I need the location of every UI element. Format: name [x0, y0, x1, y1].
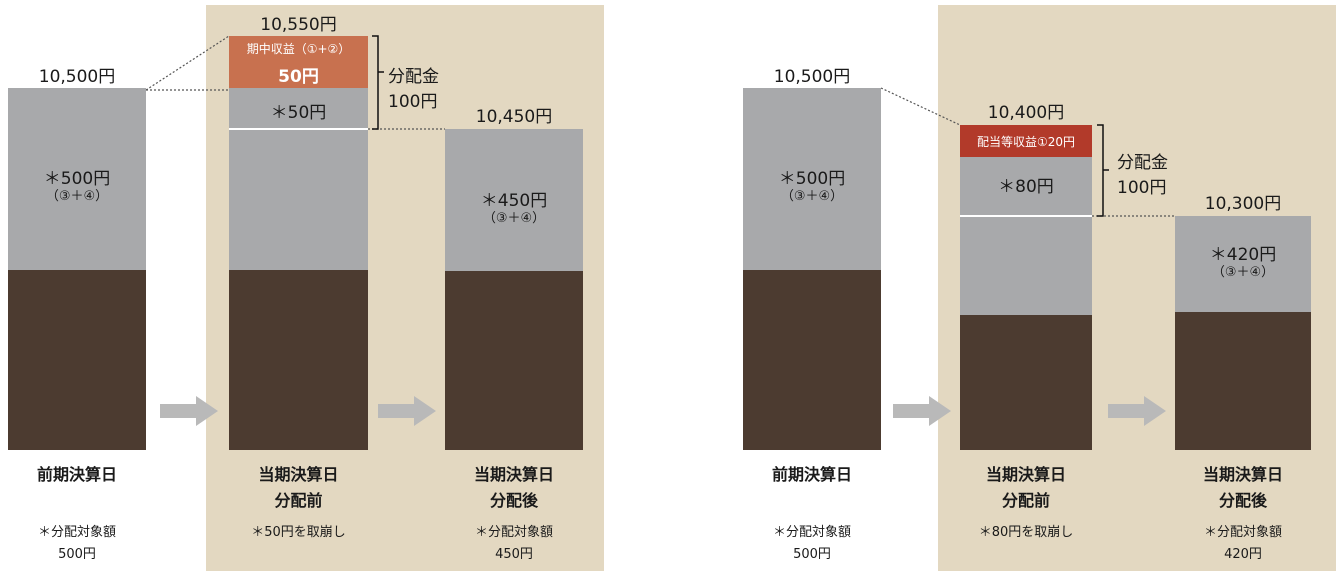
right-before-note: ＊80円を取崩し — [978, 525, 1074, 540]
right-prev-note-1: ＊分配対象額 — [772, 525, 851, 540]
right-before-total: 10,400円 — [987, 103, 1065, 123]
right-prev-gray-value: ＊500円 — [778, 169, 846, 189]
right-before-divider — [960, 215, 1092, 217]
right-after-total: 10,300円 — [1204, 194, 1282, 214]
right-after-caption-2: 分配後 — [1218, 491, 1267, 510]
right-before-caption-2: 分配前 — [1001, 491, 1050, 510]
left-prev-gray-sub: （③＋④） — [45, 189, 109, 204]
left-after-caption-1: 当期決算日 — [473, 465, 554, 484]
left-before-gray-value: ＊50円 — [270, 103, 327, 123]
left-prev-caption: 前期決算日 — [36, 465, 117, 484]
right-prev-caption: 前期決算日 — [771, 465, 852, 484]
right-dividend-bracket — [1097, 124, 1104, 217]
left-before-caption-2: 分配前 — [274, 491, 323, 510]
left-prev-total: 10,500円 — [38, 67, 116, 87]
left-before-divider — [229, 128, 368, 130]
left-prev-note-1: ＊分配対象額 — [37, 525, 116, 540]
right-income-label: 配当等収益①20円 — [976, 135, 1076, 149]
right-after-note-2: 420円 — [1224, 547, 1262, 562]
left-income-label: 期中収益（①+②） — [246, 42, 351, 56]
left-period-income-segment — [229, 36, 368, 88]
right-prev-note-2: 500円 — [793, 547, 831, 562]
right-after-gray-value: ＊420円 — [1209, 245, 1277, 265]
right-dividend-amount: 100円 — [1117, 178, 1167, 198]
left-after-gray-sub: （③＋④） — [482, 211, 546, 226]
left-prev-base-segment — [8, 270, 146, 450]
right-after-gray-sub: （③＋④） — [1211, 265, 1275, 280]
left-prev-note-2: 500円 — [58, 547, 96, 562]
left-dividend-amount: 100円 — [388, 92, 438, 112]
right-after-caption-1: 当期決算日 — [1202, 465, 1283, 484]
left-before-distributable-segment — [229, 88, 368, 270]
arrow-right-icon — [378, 396, 436, 426]
left-connector-top — [145, 35, 230, 91]
right-prev-total: 10,500円 — [773, 67, 851, 87]
right-prev-distributable-segment — [743, 88, 881, 270]
left-after-base-segment — [445, 271, 583, 450]
left-after-total: 10,450円 — [475, 107, 553, 127]
left-after-note-1: ＊分配対象額 — [474, 525, 553, 540]
right-dividend-label: 分配金 — [1117, 153, 1168, 173]
left-before-caption-1: 当期決算日 — [258, 465, 339, 484]
left-before-base-segment — [229, 270, 368, 450]
right-before-distributable-segment — [960, 157, 1092, 315]
arrow-right-icon — [893, 396, 951, 426]
left-prev-distributable-segment — [8, 88, 146, 270]
left-after-caption-2: 分配後 — [489, 491, 538, 510]
left-before-note: ＊50円を取崩し — [251, 525, 346, 540]
right-before-base-segment — [960, 315, 1092, 450]
right-after-note-1: ＊分配対象額 — [1203, 525, 1282, 540]
right-prev-gray-sub: （③＋④） — [780, 189, 844, 204]
left-before-total: 10,550円 — [260, 15, 337, 35]
left-after-distributable-segment — [445, 129, 583, 271]
arrow-right-icon — [160, 396, 218, 426]
right-dividend-income-segment — [960, 125, 1092, 157]
right-before-gray-value: ＊80円 — [998, 177, 1054, 197]
arrow-right-icon — [1108, 396, 1166, 426]
left-dividend-bracket — [372, 35, 379, 130]
right-after-base-segment — [1175, 312, 1311, 450]
left-after-note-2: 450円 — [495, 547, 533, 562]
left-income-value: 50円 — [278, 67, 319, 87]
left-after-gray-value: ＊450円 — [480, 191, 548, 211]
right-connector-top — [880, 87, 961, 126]
left-dividend-label: 分配金 — [388, 67, 439, 87]
left-prev-gray-value: ＊500円 — [43, 169, 111, 189]
right-prev-base-segment — [743, 270, 881, 450]
right-after-distributable-segment — [1175, 216, 1311, 312]
right-before-caption-1: 当期決算日 — [985, 465, 1066, 484]
